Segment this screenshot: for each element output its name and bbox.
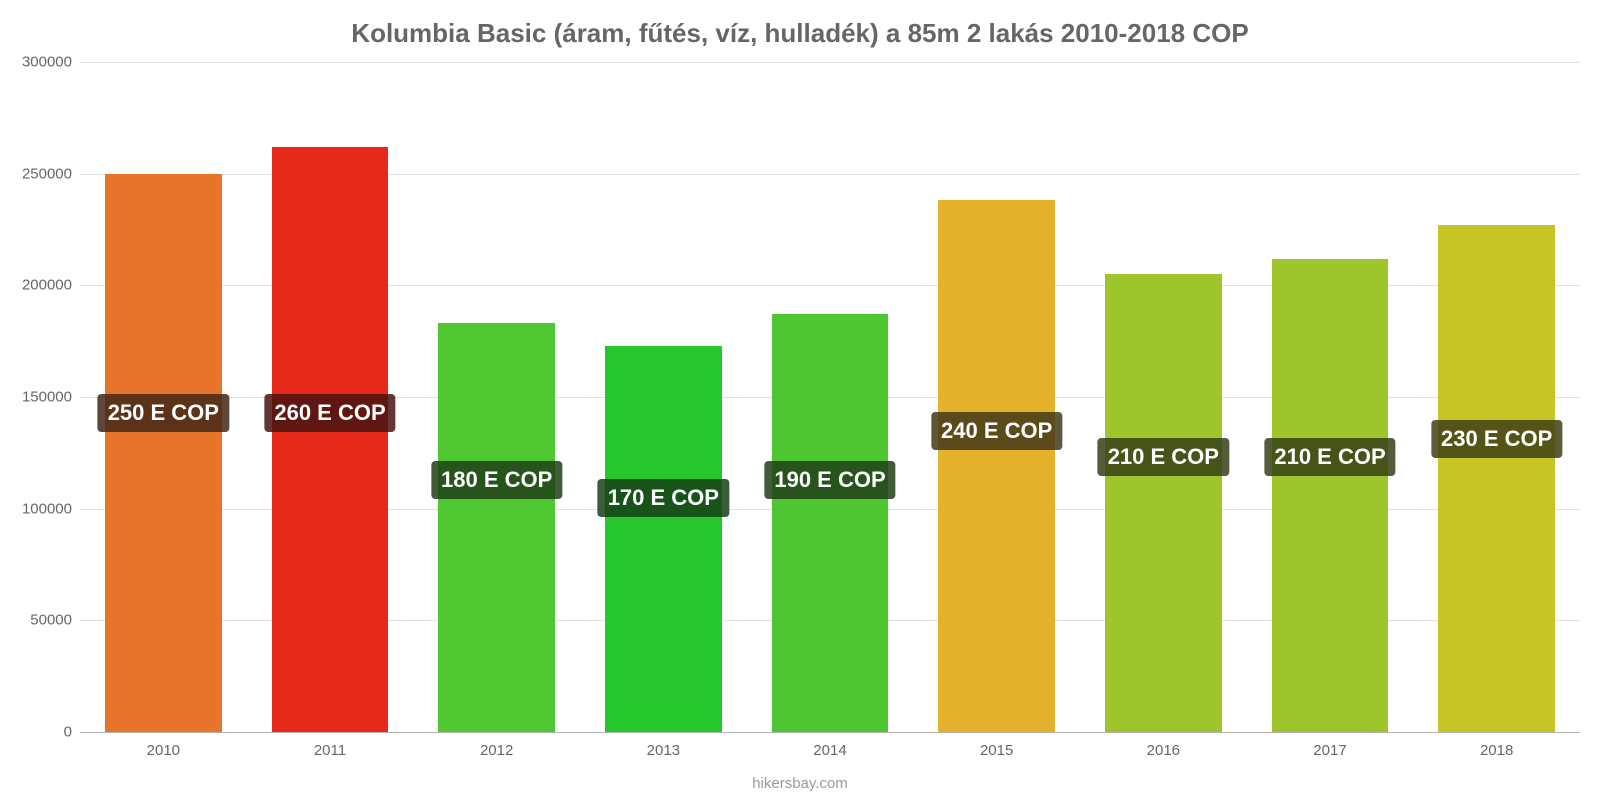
x-axis-tick: 2015 [913,742,1080,759]
x-axis-tick: 2017 [1247,742,1414,759]
x-axis-tick: 2013 [580,742,747,759]
y-axis-tick: 300000 [2,54,72,71]
bar [938,200,1055,732]
value-label: 210 E COP [1264,438,1395,476]
value-label: 210 E COP [1098,438,1229,476]
plot-area: 2010250 E COP2011260 E COP2012180 E COP2… [80,62,1580,732]
y-axis-tick: 200000 [2,277,72,294]
y-axis-tick: 250000 [2,165,72,182]
x-axis-tick: 2016 [1080,742,1247,759]
bar-slot: 2012 [413,62,580,732]
bar [1105,274,1222,732]
bar-slot: 2018 [1413,62,1580,732]
bar [772,314,889,732]
chart-title: Kolumbia Basic (áram, fűtés, víz, hullad… [0,18,1600,49]
bar [605,346,722,732]
bar [1272,259,1389,732]
bar-slot: 2016 [1080,62,1247,732]
y-axis-tick: 50000 [2,612,72,629]
bar [105,174,222,732]
value-label: 180 E COP [431,461,562,499]
x-axis-tick: 2011 [247,742,414,759]
value-label: 190 E COP [764,461,895,499]
bar [1438,225,1555,732]
bar-slot: 2013 [580,62,747,732]
y-axis-tick: 100000 [2,500,72,517]
x-axis-baseline [80,732,1580,733]
bar-slot: 2014 [747,62,914,732]
bar-chart: Kolumbia Basic (áram, fűtés, víz, hullad… [0,0,1600,800]
x-axis-tick: 2018 [1413,742,1580,759]
value-label: 260 E COP [264,394,395,432]
attribution-text: hikersbay.com [0,775,1600,792]
x-axis-tick: 2012 [413,742,580,759]
bar-slot: 2017 [1247,62,1414,732]
bar [438,323,555,732]
bar-slot: 2015 [913,62,1080,732]
y-axis-tick: 0 [2,724,72,741]
bar [272,147,389,732]
value-label: 170 E COP [598,479,729,517]
value-label: 240 E COP [931,412,1062,450]
value-label: 250 E COP [98,394,229,432]
x-axis-tick: 2010 [80,742,247,759]
value-label: 230 E COP [1431,420,1562,458]
x-axis-tick: 2014 [747,742,914,759]
y-axis-tick: 150000 [2,389,72,406]
